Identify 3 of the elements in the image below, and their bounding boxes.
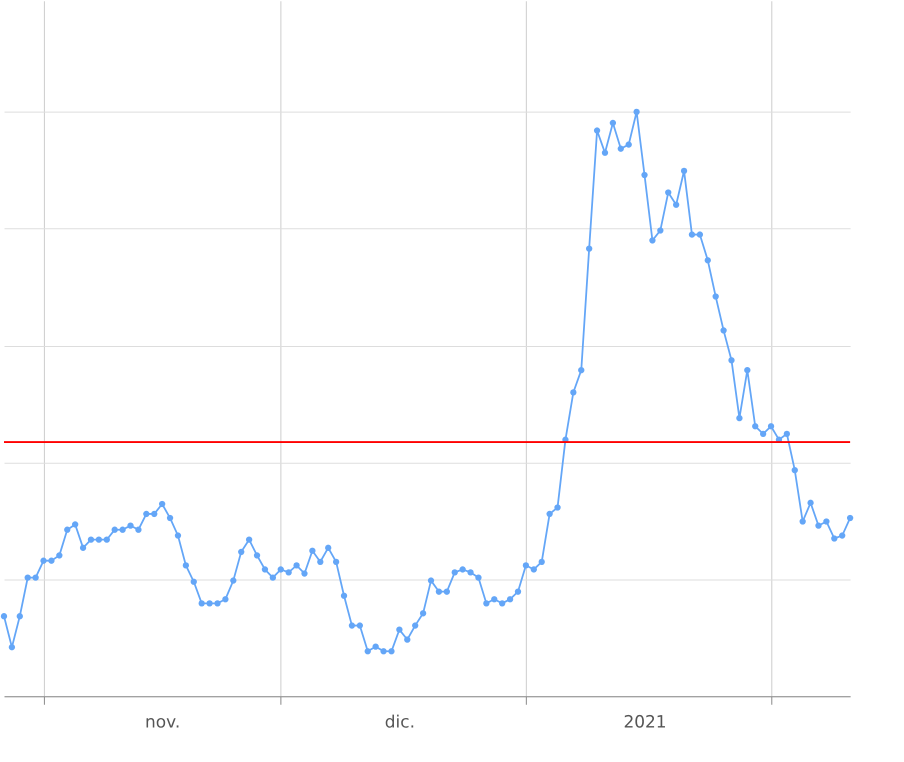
x-tick-label: dic. [384, 712, 415, 732]
x-tick-label: 2021 [623, 712, 667, 732]
x-tick-label: nov. [145, 712, 180, 732]
